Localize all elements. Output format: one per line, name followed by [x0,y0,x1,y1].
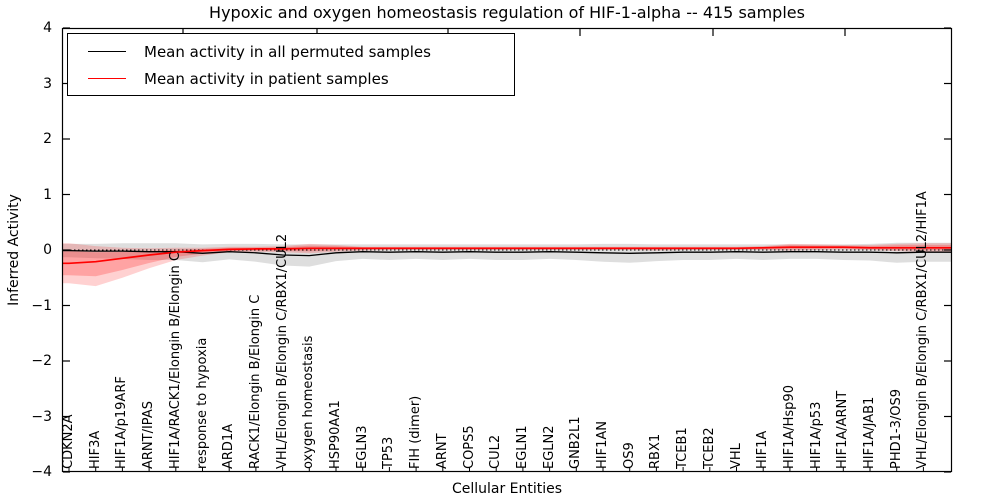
x-tick-label: HIF1AN [595,421,610,469]
y-tick-label: −3 [31,408,52,425]
x-tick-label: CUL2 [488,434,504,469]
x-tick-label: HIF1A/RACK1/Elongin B/Elongin C [167,252,183,469]
line-patient [62,246,952,265]
legend: Mean activity in all permuted samples Me… [67,33,515,96]
legend-line-sample-red [88,78,126,79]
x-axis-label: Cellular Entities [451,481,563,497]
x-tick-label: HIF1A/JAB1 [862,396,877,469]
x-tick-label: CDKN2A [61,414,76,469]
x-tick-label: TCEB2 [701,427,717,469]
x-tick-label: HSP90AA1 [328,400,343,469]
x-tick-label: HIF3A [87,430,103,469]
y-tick-label: −2 [31,353,52,369]
y-tick-label: 1 [43,186,52,203]
y-tick-label: −1 [31,297,52,314]
y-tick-label: 3 [43,75,52,92]
x-tick-label: EGLN3 [354,425,370,469]
x-tick-label: ARD1A [221,423,237,469]
x-tick-label: OS9 [621,442,637,469]
legend-line-sample-black [88,51,126,52]
x-tick-label: HIF1A/p19ARF [114,376,130,469]
x-tick-label: RBX1 [648,433,664,469]
x-tick-label: RACK1/Elongin B/Elongin C [247,294,263,469]
x-tick-label: COPS5 [461,425,477,469]
x-tick-label: TP53 [381,436,397,469]
x-tick-label: HIF1A/Hsp90 [781,385,797,469]
x-tick-label: ARNT [434,433,450,469]
x-tick-label: ARNT/IPAS [141,401,157,469]
line-permuted [62,249,952,257]
axes-border [61,27,953,473]
y-tick-label: 4 [43,20,52,36]
x-tick-label: GNB2L1 [568,416,584,469]
legend-label: Mean activity in all permuted samples [144,42,431,61]
legend-label: Mean activity in patient samples [144,69,389,88]
legend-entry-permuted: Mean activity in all permuted samples [88,38,514,65]
x-tick-label: VHL/Elongin B/Elongin C/RBX1/CUL2/HIF1A [915,191,931,469]
legend-entry-patient: Mean activity in patient samples [88,65,514,92]
x-tick-label: FIH (dimer) [408,395,424,469]
chart-title: Hypoxic and oxygen homeostasis regulatio… [209,3,805,22]
x-tick-label: VHL/Elongin B/Elongin C/RBX1/CUL2 [274,233,290,469]
x-tick-label: PHD1-3/OS9 [888,389,904,469]
x-tick-label: EGLN2 [541,425,557,469]
x-tick-label: oxygen homeostasis [301,335,317,469]
x-tick-label: HIF1A/p53 [808,401,824,469]
x-tick-label: EGLN1 [514,425,530,469]
x-tick-label: response to hypoxia [194,337,210,469]
y-tick-label: −4 [31,464,52,480]
x-tick-label: HIF1A [755,430,771,469]
x-tick-label: VHL [728,443,744,469]
y-tick-label: 2 [43,131,52,147]
y-tick-label: 0 [43,242,52,258]
x-tick-label: HIF1A/ARNT [835,390,851,469]
x-tick-label: TCEB1 [675,427,691,469]
